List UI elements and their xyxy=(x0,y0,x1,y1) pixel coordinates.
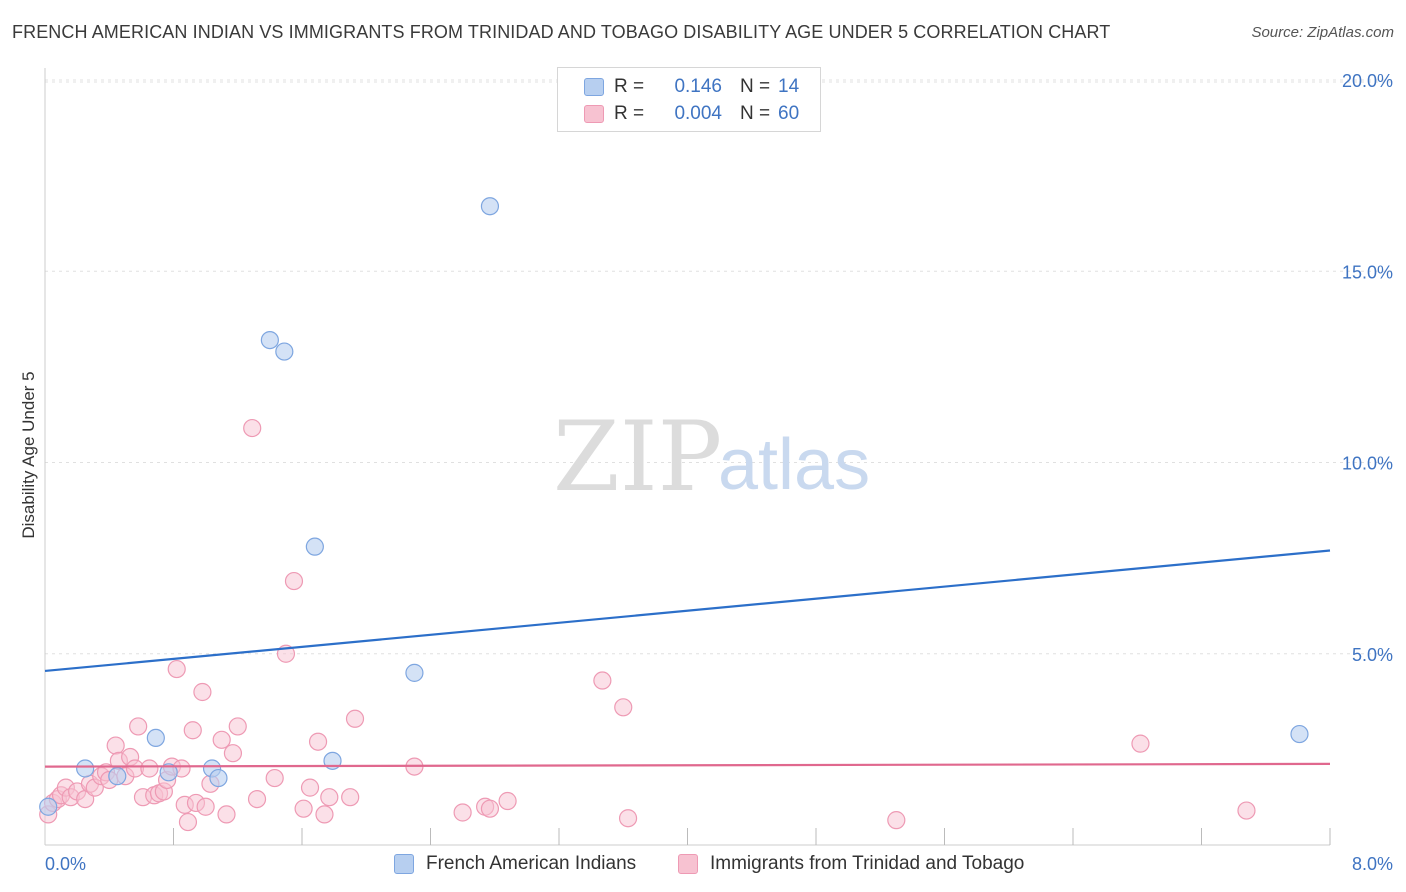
trend-lines xyxy=(44,549,1331,768)
data-point-blue xyxy=(159,763,178,782)
legend-label-pink: Immigrants from Trinidad and Tobago xyxy=(710,853,1025,874)
data-point-pink xyxy=(341,788,360,807)
data-point-pink xyxy=(480,799,500,818)
x-tick-label: 8.0% xyxy=(1352,854,1393,874)
data-point-pink xyxy=(212,730,231,749)
legend-swatch-pink xyxy=(678,854,698,874)
data-point-pink xyxy=(167,659,186,679)
data-point-pink xyxy=(140,759,159,778)
data-point-pink xyxy=(217,805,236,824)
data-point-pink xyxy=(284,571,304,591)
data-point-pink xyxy=(193,682,212,702)
data-point-pink xyxy=(265,768,284,788)
data-point-pink xyxy=(498,791,517,811)
data-point-pink xyxy=(178,812,198,832)
data-point-blue xyxy=(108,767,127,786)
data-point-pink xyxy=(593,671,612,690)
legend-label-blue: French American Indians xyxy=(426,853,637,874)
data-point-pink xyxy=(345,709,365,728)
tick-labels: 5.0% 10.0% 15.0% 20.0% 0.0% 8.0% xyxy=(45,71,1393,874)
legend-n-label: N = xyxy=(740,76,771,97)
trend-line-blue xyxy=(44,549,1331,673)
data-point-blue xyxy=(76,759,95,778)
series-pink-points xyxy=(39,418,1256,832)
data-point-pink xyxy=(1131,734,1150,753)
data-point-pink xyxy=(453,803,472,822)
data-point-pink xyxy=(300,778,320,797)
data-point-pink xyxy=(129,717,148,736)
watermark-atlas: atlas xyxy=(718,425,870,505)
legend-swatch-blue xyxy=(394,854,414,874)
data-point-blue xyxy=(260,331,279,350)
axes xyxy=(44,68,1331,846)
data-point-blue xyxy=(405,663,424,682)
data-point-blue xyxy=(209,768,228,788)
data-point-blue xyxy=(1290,724,1309,744)
legend-row-blue: R = 0.146 N = 14 xyxy=(584,74,799,100)
data-point-pink xyxy=(106,736,125,755)
legend-r-label: R = xyxy=(614,76,645,97)
legend-n-value: 14 xyxy=(778,76,800,97)
x-tick-label: 0.0% xyxy=(45,854,86,874)
watermark-zip: ZIP xyxy=(553,401,722,513)
data-point-pink xyxy=(294,799,313,818)
data-point-blue xyxy=(480,197,500,216)
data-point-pink xyxy=(183,721,202,740)
legend-r-value: 0.146 xyxy=(674,76,722,97)
data-point-blue xyxy=(146,728,165,748)
data-point-pink xyxy=(247,789,267,809)
legend-r-label: R = xyxy=(614,103,645,124)
data-point-pink xyxy=(223,744,243,763)
source-label: Source: ZipAtlas.com xyxy=(1251,24,1394,41)
legend-swatch-pink xyxy=(584,105,604,123)
grid-lines xyxy=(45,79,1394,655)
stats-legend: R = 0.146 N = 14 R = 0.004 N = 60 xyxy=(557,67,821,132)
chart-title: FRENCH AMERICAN INDIAN VS IMMIGRANTS FRO… xyxy=(12,22,1111,42)
y-tick-label: 15.0% xyxy=(1342,262,1393,282)
data-point-pink xyxy=(243,418,262,438)
data-point-pink xyxy=(614,698,633,717)
legend-r-value: 0.004 xyxy=(674,103,722,124)
data-point-pink xyxy=(1237,801,1256,820)
y-tick-label: 5.0% xyxy=(1352,645,1393,665)
data-point-blue xyxy=(275,342,294,361)
data-point-pink xyxy=(308,732,328,751)
data-point-pink xyxy=(228,717,247,736)
data-point-pink xyxy=(618,809,638,828)
data-point-pink xyxy=(320,788,339,807)
legend-n-label: N = xyxy=(740,103,771,124)
y-tick-label: 10.0% xyxy=(1342,454,1393,474)
trend-line-pink xyxy=(44,762,1331,768)
legend-swatch-blue xyxy=(584,78,604,96)
data-point-blue xyxy=(305,537,324,556)
bottom-legend-pink[interactable]: Immigrants from Trinidad and Tobago xyxy=(678,851,1024,877)
data-point-pink xyxy=(196,797,215,816)
watermark: ZIP atlas xyxy=(553,401,870,513)
data-point-pink xyxy=(315,805,334,824)
y-axis-label: Disability Age Under 5 xyxy=(19,371,38,538)
data-point-blue xyxy=(39,797,58,816)
legend-row-pink: R = 0.004 N = 60 xyxy=(584,101,799,127)
data-point-pink xyxy=(887,811,906,830)
y-tick-label: 20.0% xyxy=(1342,71,1393,91)
bottom-legend-blue[interactable]: French American Indians xyxy=(394,851,636,877)
legend-n-value: 60 xyxy=(778,103,800,124)
